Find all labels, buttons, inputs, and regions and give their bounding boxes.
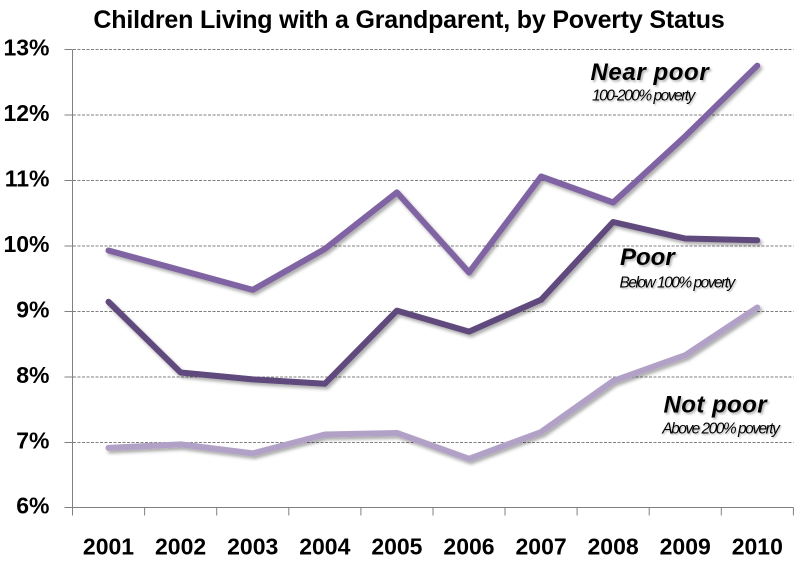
svg-text:2003: 2003 <box>227 534 278 560</box>
svg-text:Poor: Poor <box>620 244 676 271</box>
svg-text:2009: 2009 <box>660 534 711 560</box>
svg-text:2002: 2002 <box>155 534 206 560</box>
svg-text:2006: 2006 <box>443 534 494 560</box>
svg-text:Not poor: Not poor <box>664 391 769 418</box>
svg-text:Above 200% poverty: Above 200% poverty <box>661 421 781 438</box>
svg-text:6%: 6% <box>16 493 49 519</box>
svg-text:8%: 8% <box>16 362 49 388</box>
svg-text:2010: 2010 <box>732 534 783 560</box>
svg-text:100-200% poverty: 100-200% poverty <box>592 88 697 105</box>
svg-text:Near poor: Near poor <box>591 59 711 86</box>
svg-text:2005: 2005 <box>371 534 422 560</box>
svg-text:2007: 2007 <box>516 534 567 560</box>
svg-text:10%: 10% <box>3 231 49 257</box>
svg-text:11%: 11% <box>5 166 50 192</box>
svg-text:13%: 13% <box>3 35 49 61</box>
svg-text:2001: 2001 <box>83 534 134 560</box>
svg-text:2004: 2004 <box>299 534 350 560</box>
svg-text:2008: 2008 <box>588 534 639 560</box>
svg-text:7%: 7% <box>16 428 49 454</box>
svg-text:Children Living with a Grandpa: Children Living with a Grandparent, by P… <box>93 6 724 34</box>
svg-text:9%: 9% <box>16 297 49 323</box>
svg-text:Below 100% poverty: Below 100% poverty <box>620 274 737 291</box>
svg-text:12%: 12% <box>3 100 49 126</box>
